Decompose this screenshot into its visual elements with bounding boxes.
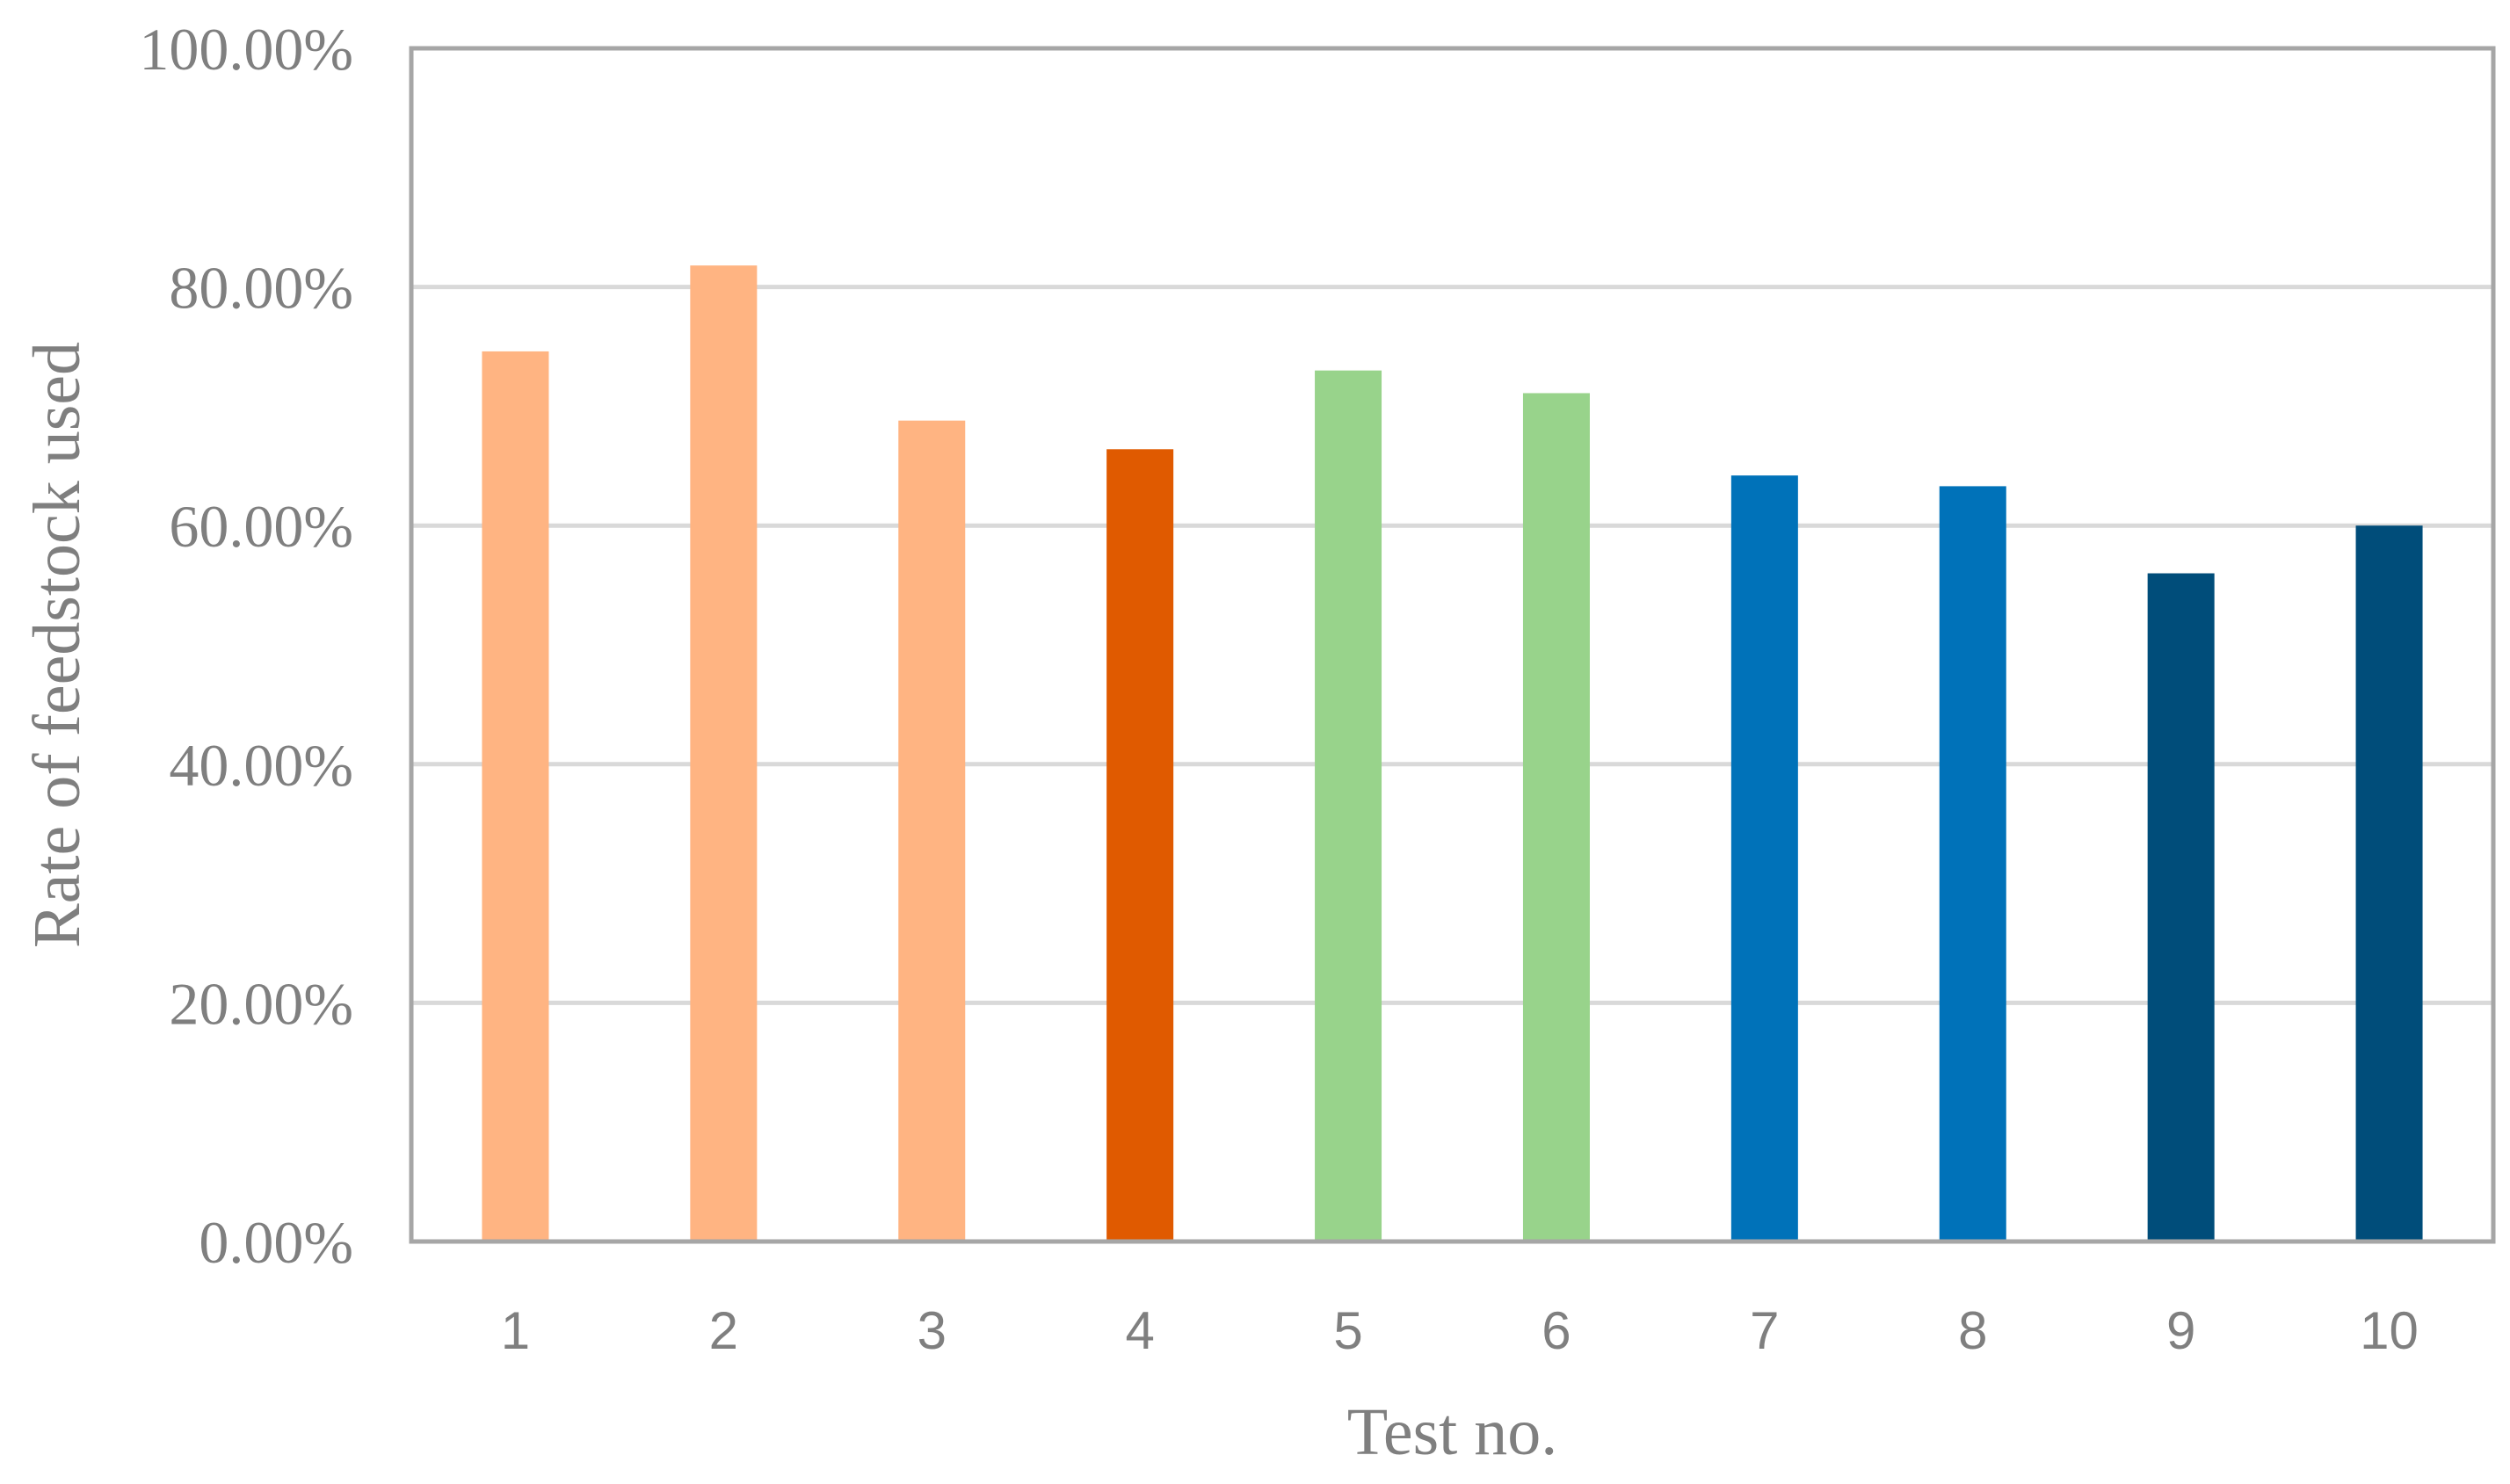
bar-test-10 [2355, 525, 2423, 1241]
y-tick-label: 60.00% [169, 493, 353, 560]
y-axis-title: Rate of feedstock used [20, 342, 94, 948]
bar-test-8 [1939, 486, 2006, 1241]
x-tick-label: 10 [2360, 1301, 2419, 1360]
x-axis-title: Test no. [1347, 1395, 1558, 1469]
x-tick-label: 5 [1333, 1301, 1362, 1360]
bar-test-3 [898, 420, 966, 1241]
x-tick-label: 7 [1750, 1301, 1779, 1360]
y-tick-label: 0.00% [199, 1209, 353, 1276]
y-tick-label: 80.00% [169, 255, 353, 322]
bar-test-9 [2147, 573, 2215, 1241]
bar-test-7 [1730, 475, 1798, 1241]
x-tick-label: 8 [1958, 1301, 1987, 1360]
x-tick-label: 9 [2166, 1301, 2195, 1360]
x-tick-label: 1 [501, 1301, 530, 1360]
plot-frame [409, 46, 2496, 1244]
gridlines [411, 285, 2493, 1005]
bar-test-4 [1106, 449, 1174, 1242]
y-axis-ticks: 0.00% 20.00% 40.00% 60.00% 80.00% 100.00% [139, 16, 353, 1276]
bar-test-1 [482, 351, 549, 1241]
y-tick-label: 40.00% [169, 732, 353, 799]
bar-test-2 [690, 265, 758, 1241]
x-tick-label: 4 [1125, 1301, 1154, 1360]
bar-test-6 [1522, 393, 1590, 1241]
y-tick-label: 20.00% [169, 970, 353, 1037]
y-tick-label: 100.00% [139, 16, 353, 83]
x-axis-ticks: 1 2 3 4 5 6 7 8 9 10 [501, 1301, 2419, 1360]
x-tick-label: 2 [709, 1301, 738, 1360]
plot-border [409, 46, 2496, 1244]
x-tick-label: 3 [918, 1301, 947, 1360]
bar-test-5 [1315, 370, 1382, 1241]
x-tick-label: 6 [1542, 1301, 1571, 1360]
bars [482, 265, 2423, 1242]
